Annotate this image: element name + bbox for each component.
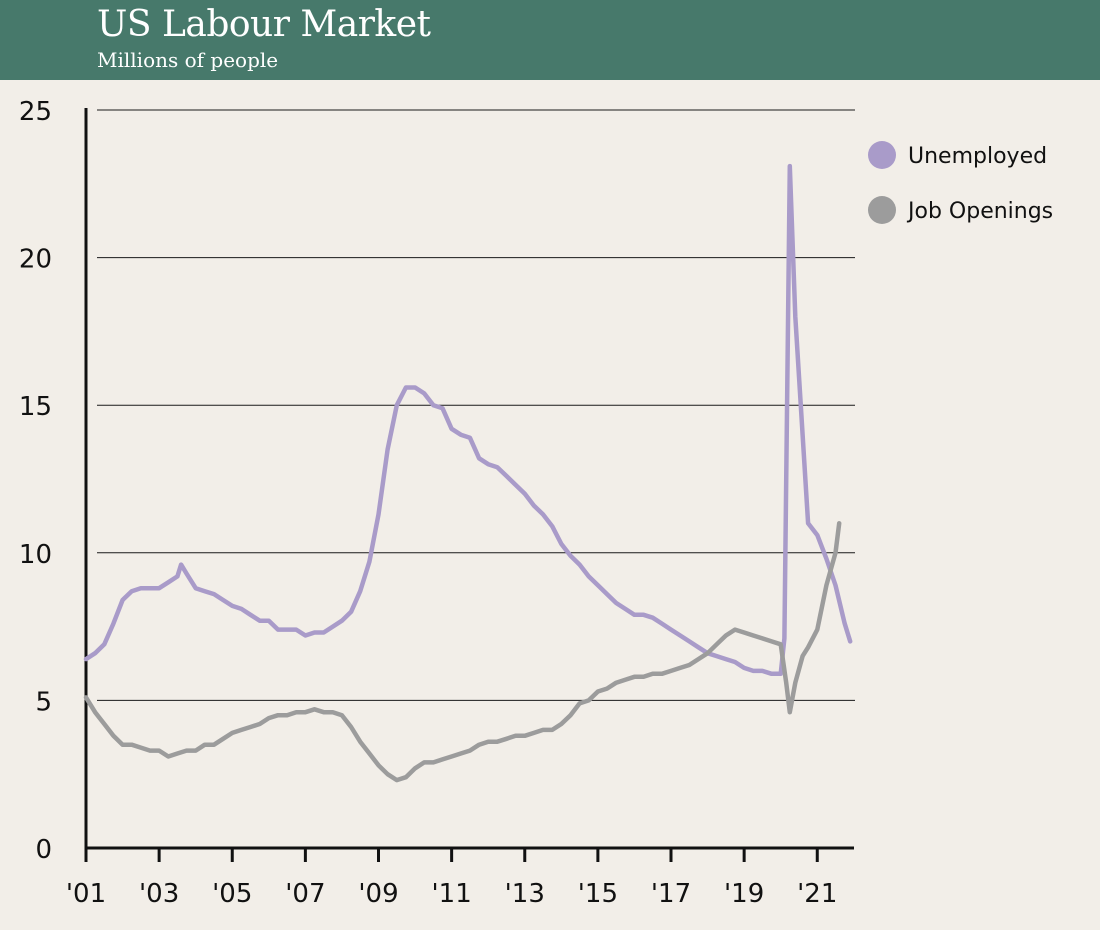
y-tick-label-25: 25 bbox=[19, 97, 52, 127]
x-tick-label-2001: '01 bbox=[66, 879, 106, 909]
legend-label-unemployed: Unemployed bbox=[908, 144, 1047, 169]
y-tick-label-5: 5 bbox=[35, 687, 52, 717]
x-tick-label-2021: '21 bbox=[797, 879, 837, 909]
x-tick-label-2005: '05 bbox=[212, 879, 252, 909]
x-tick-label-2017: '17 bbox=[651, 879, 691, 909]
x-tick-label-2007: '07 bbox=[285, 879, 325, 909]
series-line-job-openings bbox=[83, 521, 842, 783]
x-tick-label-2019: '19 bbox=[724, 879, 764, 909]
x-tick-label-2009: '09 bbox=[358, 879, 398, 909]
legend-label-job-openings: Job Openings bbox=[906, 199, 1053, 224]
chart-title: US Labour Market bbox=[97, 4, 431, 45]
series-line-unemployed bbox=[83, 163, 853, 677]
chart-subtitle: Millions of people bbox=[97, 48, 279, 72]
header-banner: US Labour Market Millions of people bbox=[0, 0, 1100, 80]
x-tick-label-2011: '11 bbox=[432, 879, 472, 909]
y-tick-label-0: 0 bbox=[35, 835, 52, 865]
y-tick-label-20: 20 bbox=[19, 245, 52, 275]
y-tick-label-10: 10 bbox=[19, 540, 52, 570]
y-tick-label-15: 15 bbox=[19, 392, 52, 422]
x-tick-label-2003: '03 bbox=[139, 879, 179, 909]
x-tick-label-2015: '15 bbox=[578, 879, 618, 909]
legend-marker-unemployed bbox=[868, 141, 896, 169]
x-tick-label-2013: '13 bbox=[505, 879, 545, 909]
legend-marker-job-openings bbox=[868, 196, 896, 224]
